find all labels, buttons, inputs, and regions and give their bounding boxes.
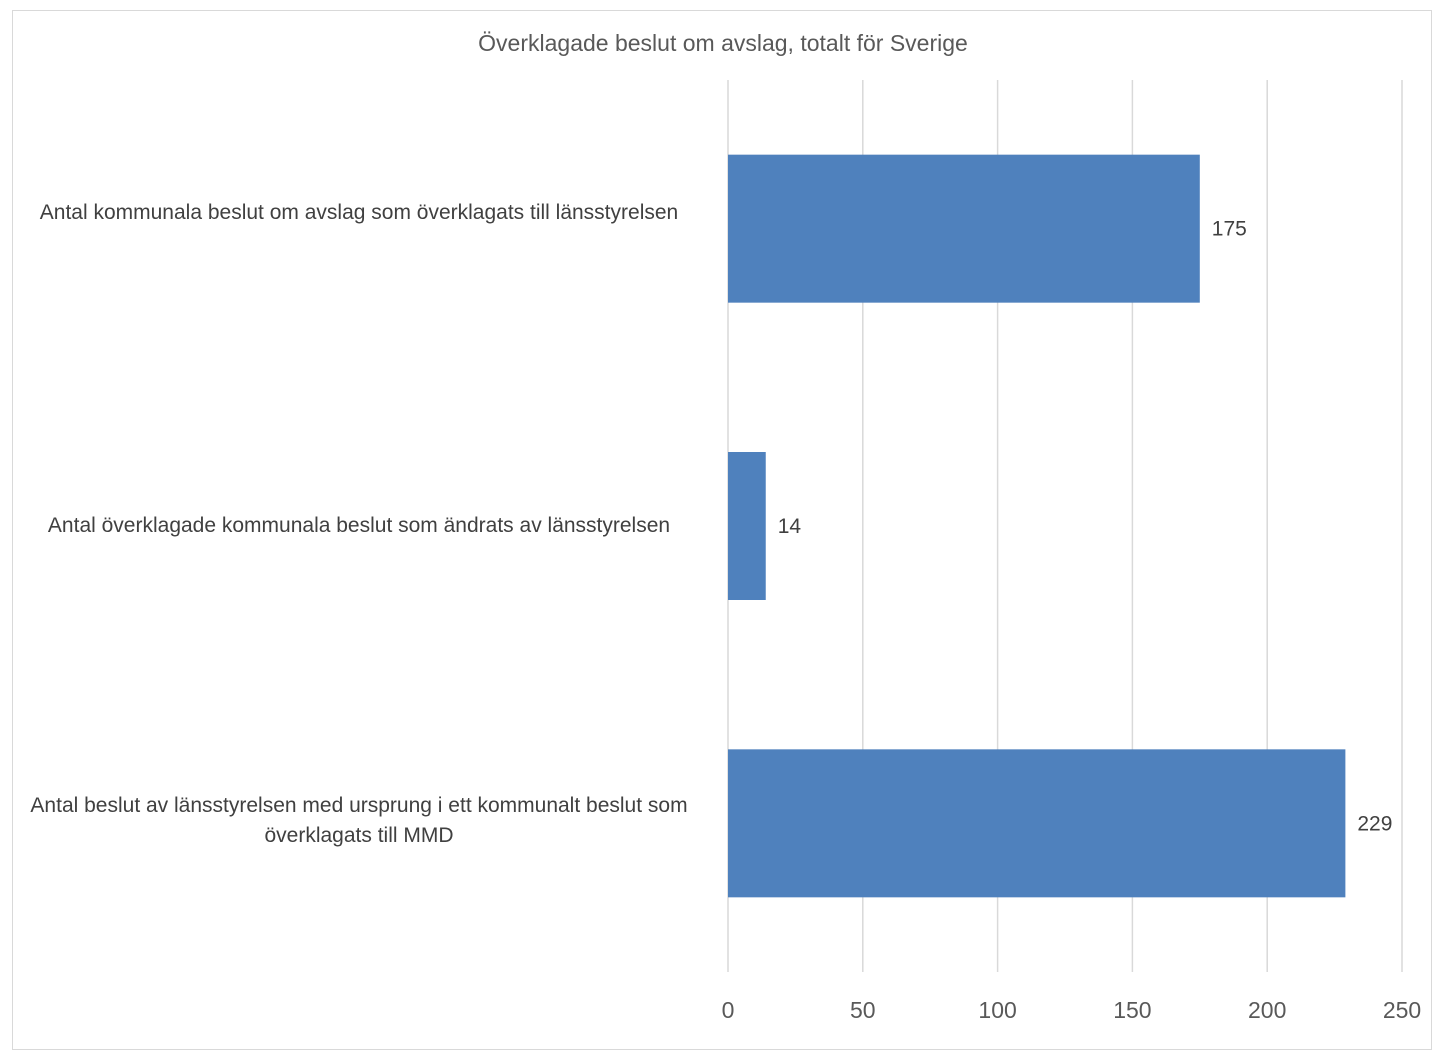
x-tick-label: 200	[1248, 997, 1286, 1023]
category-label: Antal kommunala beslut om avslag som öve…	[39, 201, 679, 224]
x-tick-label: 0	[722, 997, 735, 1023]
data-label: 175	[1212, 218, 1247, 241]
bar	[728, 749, 1346, 898]
x-tick-label: 250	[1383, 997, 1421, 1023]
bar	[728, 154, 1200, 303]
category-label: Antal överklagade kommunala beslut som ä…	[47, 514, 671, 537]
category-label: Antal beslut av länsstyrelsen med urspru…	[30, 794, 688, 847]
data-label: 14	[778, 515, 802, 538]
x-tick-label: 100	[978, 997, 1016, 1023]
x-tick-label: 50	[850, 997, 876, 1023]
x-tick-label: 150	[1113, 997, 1151, 1023]
chart-title: Överklagade beslut om avslag, totalt för…	[478, 30, 968, 56]
data-label: 229	[1357, 812, 1392, 835]
bar	[728, 452, 766, 600]
